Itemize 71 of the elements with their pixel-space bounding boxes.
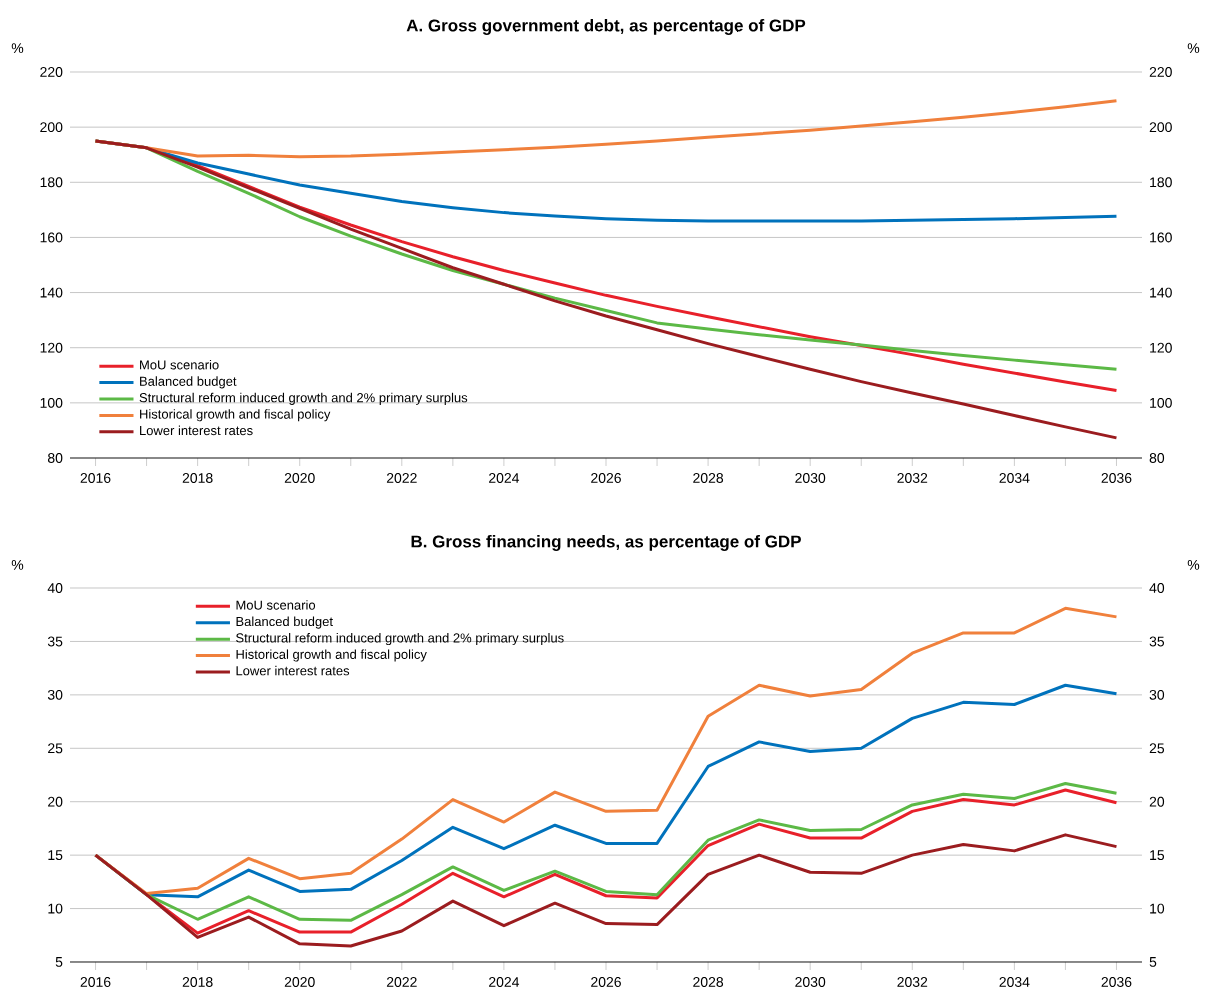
y-tick-label: 80: [47, 453, 63, 463]
y2-tick-label: 100: [1150, 397, 1172, 408]
y-tick-label: 160: [40, 232, 63, 243]
y-axis-title: %: [11, 43, 24, 53]
legend-label: Structural reform induced growth and 2% primary surplus: [139, 392, 468, 405]
y2-tick-label: 20: [1149, 796, 1165, 807]
y-tick-label: 180: [40, 177, 63, 188]
y2-tick-label: 35: [1149, 636, 1165, 647]
y-tick-label: 35: [47, 636, 63, 647]
x-tick-label: 2036: [1101, 473, 1132, 483]
legend-label: Balanced budget: [140, 376, 237, 389]
chart-title: A. Gross government debt, as percentage of GDP: [406, 19, 806, 35]
y2-tick-label: 30: [1149, 689, 1165, 700]
x-tick-label: 2034: [999, 473, 1030, 483]
x-tick-label: 2024: [489, 977, 520, 987]
y2-tick-label: 5: [1149, 957, 1157, 967]
y2-tick-label: 180: [1150, 177, 1172, 188]
chart-title: B. Gross financing needs, as percentage of GDP: [411, 535, 801, 551]
y2-tick-label: 40: [1149, 583, 1165, 593]
x-tick-label: 2032: [897, 977, 928, 987]
y-tick-label: 200: [40, 122, 63, 133]
x-tick-label: 2030: [795, 977, 826, 987]
x-tick-label: 2026: [591, 473, 621, 483]
y2-tick-label: 140: [1150, 287, 1172, 298]
legend-label: Structural reform induced growth and 2% primary surplus: [236, 633, 564, 646]
y-tick-label: 5: [55, 957, 63, 967]
y2-axis-title: %: [1187, 559, 1200, 570]
y-tick-label: 140: [40, 287, 63, 298]
y2-tick-label: 200: [1149, 122, 1172, 133]
y2-tick-label: 25: [1149, 743, 1165, 754]
x-tick-label: 2030: [795, 473, 826, 483]
y2-tick-label: 15: [1150, 850, 1165, 861]
legend-label: Balanced budget: [236, 616, 333, 629]
x-tick-label: 2016: [80, 473, 111, 483]
y2-tick-label: 160: [1150, 232, 1172, 243]
x-tick-label: 2034: [999, 977, 1030, 987]
x-tick-label: 2028: [693, 977, 724, 987]
x-tick-label: 2032: [897, 473, 928, 483]
y2-axis-title: %: [1187, 43, 1200, 53]
line-series: [94, 833, 1118, 948]
x-tick-label: 2020: [284, 473, 315, 483]
x-tick-label: 2026: [591, 977, 621, 987]
legend-label: Historical growth and fiscal policy: [140, 409, 331, 422]
y2-tick-label: 220: [1149, 67, 1172, 77]
legend-label: Lower interest rates: [140, 425, 253, 436]
x-tick-label: 2024: [489, 473, 520, 483]
x-tick-label: 2018: [182, 473, 213, 483]
x-tick-label: 2018: [182, 977, 213, 987]
legend-label: Historical growth and fiscal policy: [236, 649, 427, 662]
y2-tick-label: 80: [1149, 453, 1165, 463]
x-tick-label: 2022: [386, 977, 417, 987]
x-tick-label: 2022: [386, 473, 417, 483]
legend-label: MoU scenario: [140, 359, 219, 370]
y-axis-title: %: [11, 559, 24, 570]
y-tick-label: 10: [48, 903, 63, 914]
y-tick-label: 120: [40, 342, 63, 353]
x-tick-label: 2020: [284, 977, 315, 987]
x-tick-label: 2028: [693, 473, 724, 483]
y-tick-label: 100: [40, 397, 63, 408]
legend-label: Lower interest rates: [236, 665, 350, 676]
y2-tick-label: 120: [1150, 342, 1172, 353]
legend-label: MoU scenario: [236, 600, 316, 610]
y-tick-label: 40: [47, 583, 63, 593]
y-tick-label: 20: [48, 796, 63, 807]
y-tick-label: 30: [47, 689, 63, 700]
y2-tick-label: 10: [1150, 903, 1165, 914]
y-tick-label: 15: [48, 850, 63, 861]
y-tick-label: 25: [48, 743, 63, 754]
x-tick-label: 2036: [1101, 977, 1132, 987]
x-tick-label: 2016: [80, 977, 111, 987]
y-tick-label: 220: [40, 67, 63, 77]
